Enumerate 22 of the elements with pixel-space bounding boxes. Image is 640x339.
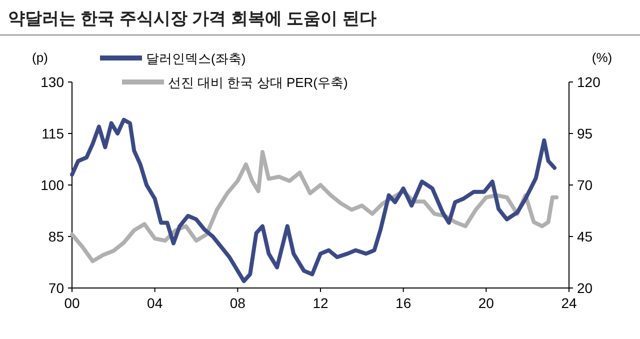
legend-label: 달러인덱스(좌축) — [146, 51, 246, 66]
x-tick-label: 16 — [396, 295, 412, 311]
y-tick-label: 85 — [48, 228, 64, 244]
x-tick-label: 24 — [561, 295, 577, 311]
x-tick-label: 08 — [230, 295, 246, 311]
legend-label: 선진 대비 한국 상대 PER(우축) — [168, 75, 348, 90]
y-tick-label: 130 — [40, 74, 64, 90]
x-tick-label: 04 — [147, 295, 163, 311]
y2-tick-label: 120 — [577, 74, 601, 90]
y-tick-label: 115 — [42, 126, 64, 142]
x-tick-label: 20 — [478, 295, 494, 311]
chart-title: 약달러는 한국 주식시장 가격 회복에 도움이 된다 — [8, 9, 376, 28]
y2-tick-label: 45 — [577, 228, 593, 244]
y-tick-label: 100 — [40, 177, 64, 193]
y2-tick-label: 70 — [577, 177, 593, 193]
y2-tick-label: 20 — [577, 280, 593, 296]
y-tick-label: 70 — [48, 280, 64, 296]
y-axis-title: (p) — [32, 50, 48, 65]
x-tick-label: 12 — [312, 295, 328, 311]
y2-tick-label: 95 — [577, 126, 593, 142]
y2-axis-title: (%) — [592, 50, 612, 65]
x-tick-label: 00 — [64, 295, 80, 311]
